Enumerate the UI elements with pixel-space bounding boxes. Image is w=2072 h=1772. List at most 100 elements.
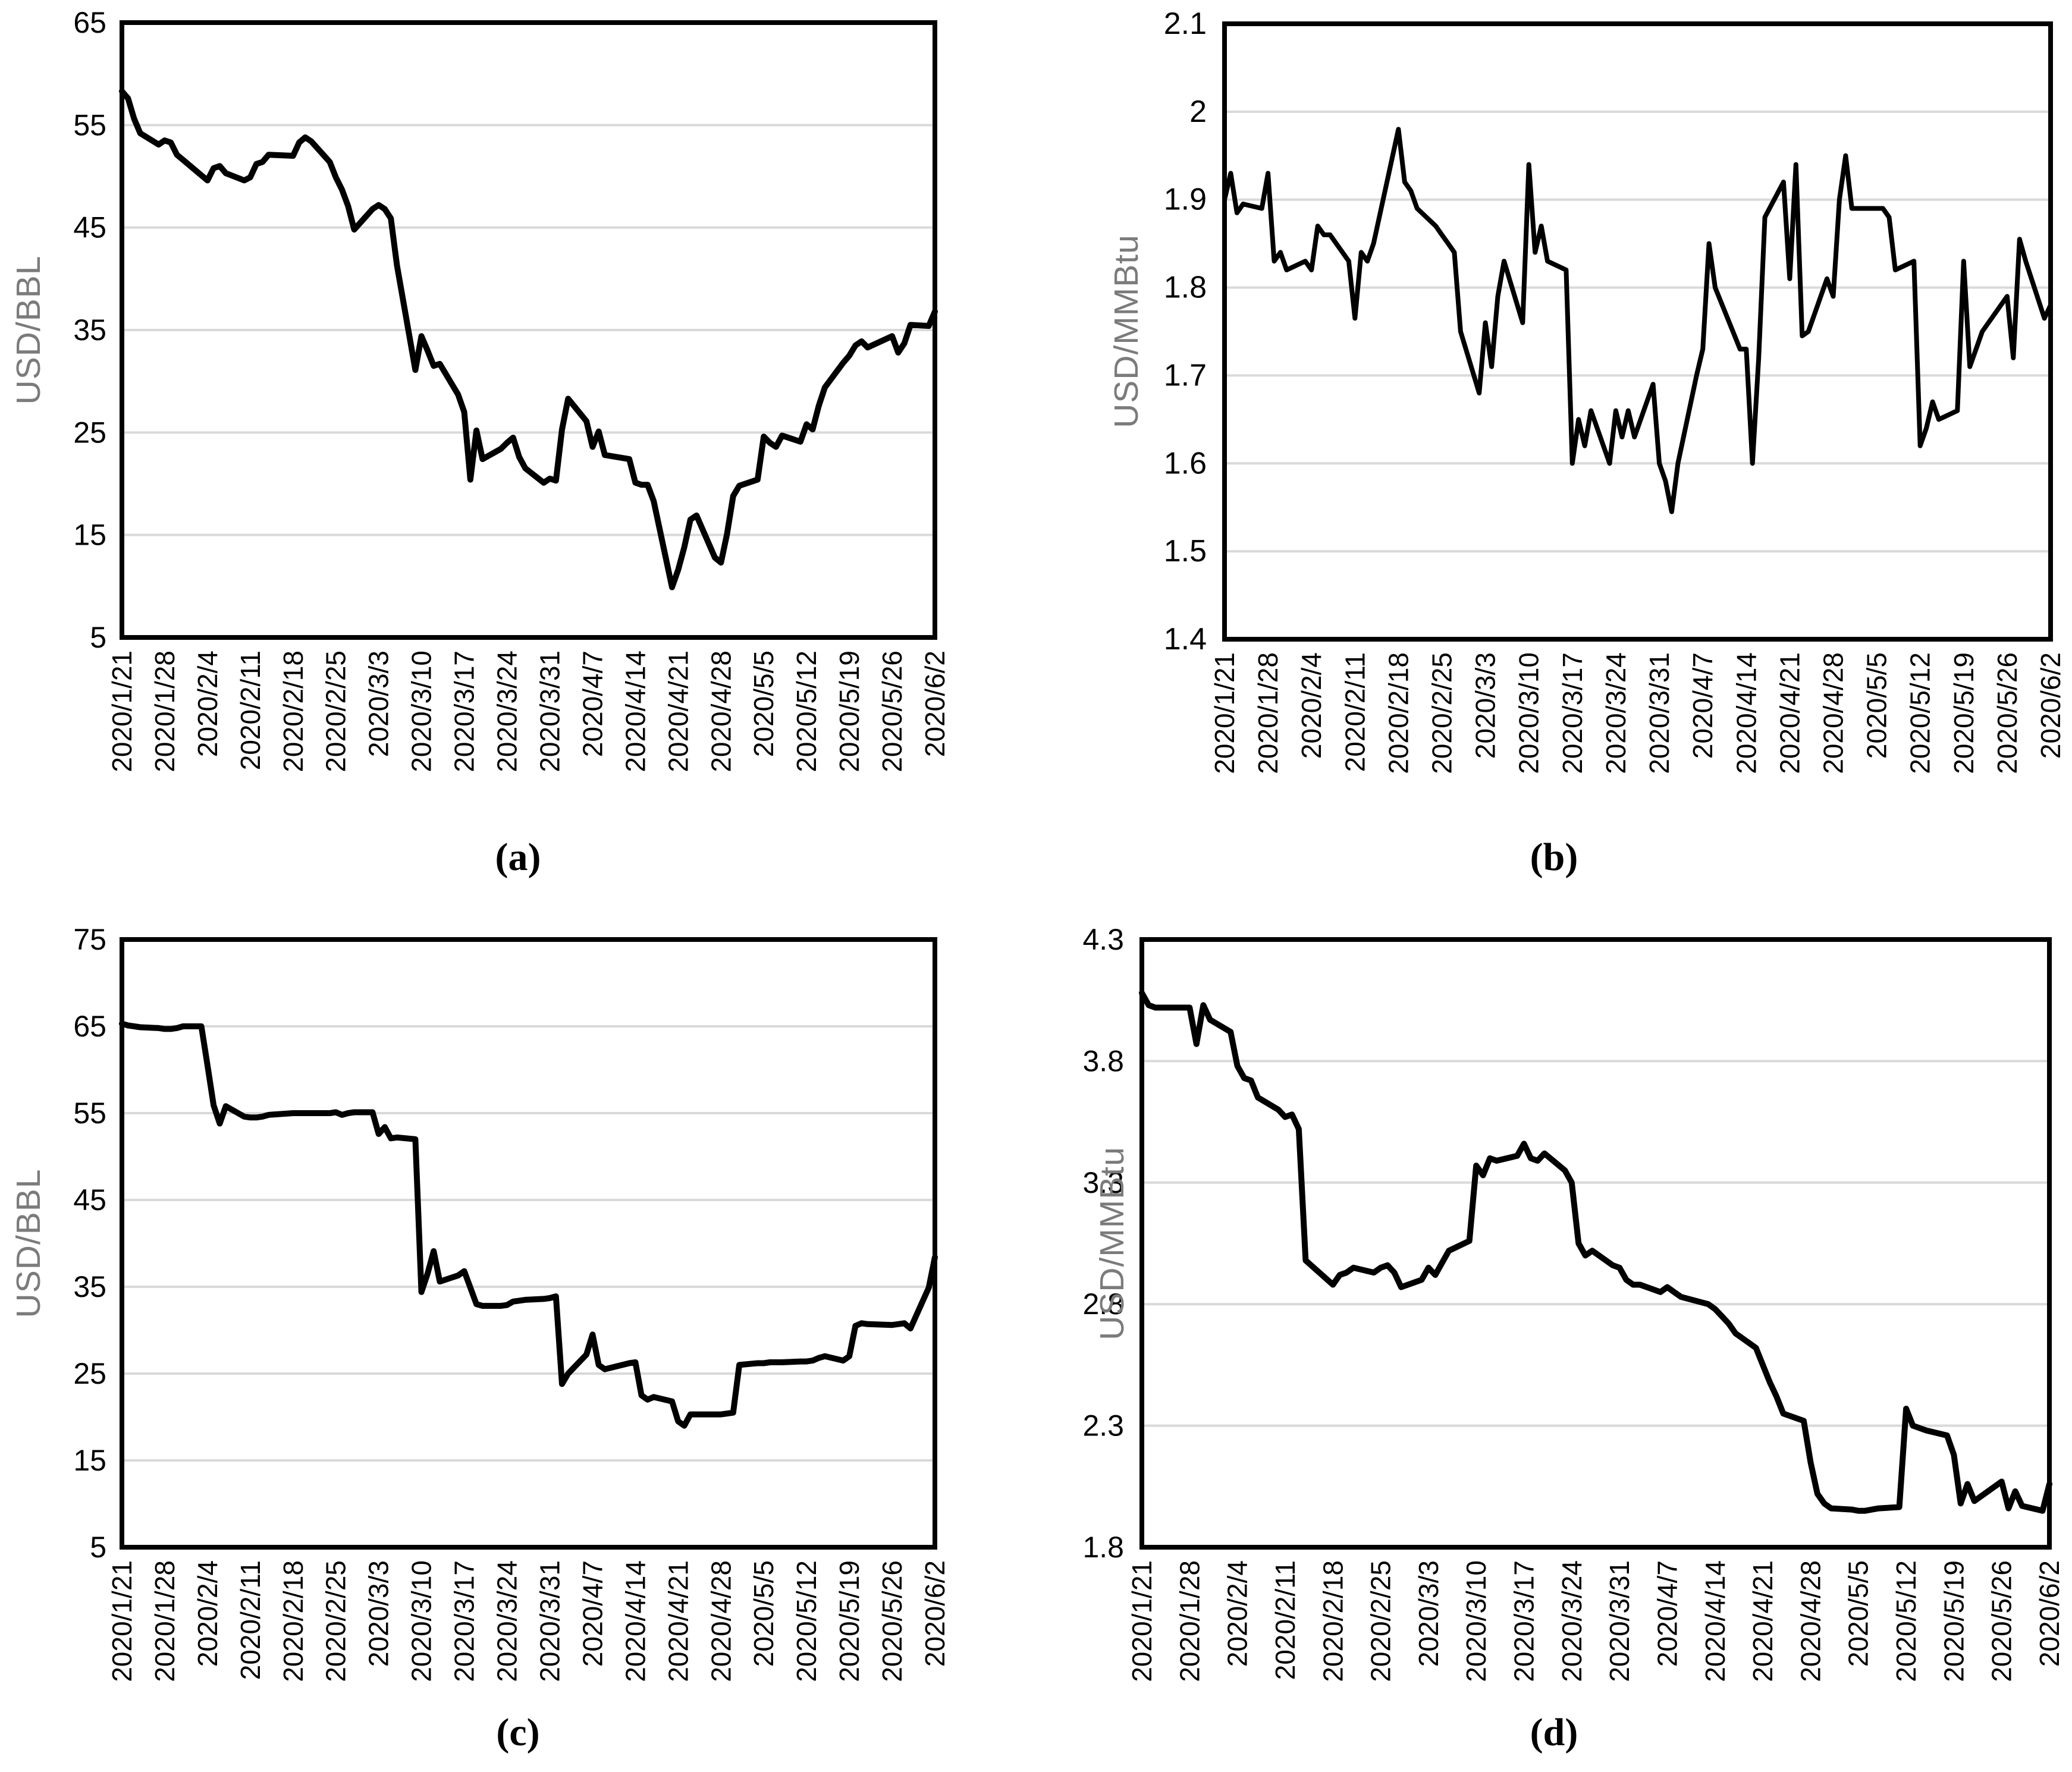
svg-text:2020/3/17: 2020/3/17 bbox=[1557, 652, 1588, 774]
svg-text:2020/1/28: 2020/1/28 bbox=[149, 1560, 180, 1682]
svg-text:65: 65 bbox=[73, 1010, 106, 1043]
y-axis-title-d: USD/MMBtu bbox=[1093, 1146, 1131, 1340]
svg-text:2020/2/18: 2020/2/18 bbox=[1383, 652, 1414, 774]
svg-text:15: 15 bbox=[73, 1444, 106, 1477]
y-axis-title-c: USD/BBL bbox=[10, 1168, 48, 1318]
svg-text:2020/1/28: 2020/1/28 bbox=[149, 651, 180, 772]
svg-text:2020/5/5: 2020/5/5 bbox=[748, 1560, 779, 1667]
svg-text:2.3: 2.3 bbox=[1082, 1409, 1124, 1443]
svg-text:45: 45 bbox=[73, 211, 106, 244]
svg-text:55: 55 bbox=[73, 108, 106, 142]
svg-text:2020/3/3: 2020/3/3 bbox=[1470, 652, 1501, 759]
svg-text:1.8: 1.8 bbox=[1082, 1531, 1124, 1564]
svg-text:2020/5/12: 2020/5/12 bbox=[1891, 1560, 1922, 1682]
svg-text:2020/3/31: 2020/3/31 bbox=[534, 651, 565, 772]
svg-text:2020/4/21: 2020/4/21 bbox=[663, 1560, 693, 1682]
svg-text:65: 65 bbox=[73, 6, 106, 39]
svg-text:2020/5/12: 2020/5/12 bbox=[791, 1560, 822, 1682]
caption-c: (c) bbox=[496, 1711, 540, 1754]
svg-text:2020/4/7: 2020/4/7 bbox=[1652, 1560, 1682, 1667]
svg-text:5: 5 bbox=[90, 621, 106, 654]
svg-text:2020/2/11: 2020/2/11 bbox=[1339, 652, 1370, 772]
chart-panel-c: 5 15 25 35 45 55 65 75 2020/1/21 2020/1/28 2020/2/… bbox=[0, 886, 1036, 1772]
svg-text:1.5: 1.5 bbox=[1164, 534, 1207, 568]
svg-text:2020/6/2: 2020/6/2 bbox=[919, 651, 950, 757]
svg-text:2020/1/28: 2020/1/28 bbox=[1252, 652, 1283, 774]
svg-text:2020/3/3: 2020/3/3 bbox=[1413, 1560, 1444, 1667]
svg-text:2020/5/19: 2020/5/19 bbox=[834, 1560, 865, 1682]
chart-panel-b: 1.4 1.5 1.6 1.7 1.8 1.9 2 2.1 2020/1/21 2020/1/28… bbox=[1036, 0, 2072, 886]
chart-b-line-plot: 1.4 1.5 1.6 1.7 1.8 1.9 2 2.1 2020/1/21 2020/1/28… bbox=[1036, 0, 2072, 886]
svg-text:4.3: 4.3 bbox=[1082, 923, 1124, 956]
svg-text:1.4: 1.4 bbox=[1164, 622, 1207, 656]
chart-c-line-plot: 5 15 25 35 45 55 65 75 2020/1/21 2020/1/28 2020/2/… bbox=[0, 886, 1036, 1772]
svg-text:75: 75 bbox=[73, 923, 106, 956]
svg-text:2020/2/11: 2020/2/11 bbox=[235, 1560, 266, 1680]
svg-text:2020/2/18: 2020/2/18 bbox=[278, 651, 309, 772]
svg-text:2020/2/18: 2020/2/18 bbox=[1317, 1560, 1348, 1682]
svg-text:2020/5/19: 2020/5/19 bbox=[1948, 652, 1979, 774]
chart-panel-d: 1.8 2.3 2.8 3.3 3.8 4.3 2020/1/21 2020/1/28 2020… bbox=[1036, 886, 2072, 1772]
svg-text:2020/2/25: 2020/2/25 bbox=[321, 651, 351, 772]
svg-text:2020/3/3: 2020/3/3 bbox=[363, 651, 394, 757]
svg-text:2020/3/31: 2020/3/31 bbox=[534, 1560, 565, 1682]
svg-text:2020/1/21: 2020/1/21 bbox=[1209, 652, 1240, 774]
svg-text:1.6: 1.6 bbox=[1164, 446, 1207, 480]
svg-text:45: 45 bbox=[73, 1183, 106, 1217]
svg-text:2020/2/4: 2020/2/4 bbox=[1222, 1560, 1253, 1667]
y-axis-title-a: USD/BBL bbox=[10, 255, 48, 405]
svg-text:2.1: 2.1 bbox=[1164, 7, 1207, 41]
svg-text:2: 2 bbox=[1189, 95, 1207, 129]
y-axis-title-b: USD/MMBtu bbox=[1107, 234, 1145, 428]
svg-text:35: 35 bbox=[73, 313, 106, 347]
chart-panel-a: 5 15 25 35 45 55 65 2020/1/21 2020/1/28 2020/2/4 2… bbox=[0, 0, 1036, 886]
svg-text:2020/6/2: 2020/6/2 bbox=[919, 1560, 950, 1667]
svg-text:2020/2/25: 2020/2/25 bbox=[1427, 652, 1458, 774]
svg-text:2020/2/11: 2020/2/11 bbox=[1270, 1560, 1301, 1680]
chart-d-line-plot: 1.8 2.3 2.8 3.3 3.8 4.3 2020/1/21 2020/1/28 2020… bbox=[1036, 886, 2072, 1772]
svg-text:2020/4/14: 2020/4/14 bbox=[1700, 1560, 1731, 1682]
svg-text:2020/2/18: 2020/2/18 bbox=[278, 1560, 309, 1682]
svg-text:2020/3/31: 2020/3/31 bbox=[1604, 1560, 1635, 1682]
svg-text:2020/3/24: 2020/3/24 bbox=[1556, 1560, 1587, 1682]
caption-b: (b) bbox=[1530, 835, 1578, 879]
svg-text:2020/5/5: 2020/5/5 bbox=[1861, 652, 1892, 759]
svg-text:2020/3/10: 2020/3/10 bbox=[406, 1560, 437, 1682]
svg-text:2020/4/21: 2020/4/21 bbox=[1747, 1560, 1778, 1682]
svg-text:35: 35 bbox=[73, 1270, 106, 1303]
svg-text:2020/2/4: 2020/2/4 bbox=[192, 651, 223, 757]
svg-text:3.3: 3.3 bbox=[1082, 1166, 1124, 1199]
svg-text:2020/1/21: 2020/1/21 bbox=[106, 1560, 137, 1682]
svg-text:2020/5/19: 2020/5/19 bbox=[834, 651, 865, 772]
svg-text:2020/3/24: 2020/3/24 bbox=[492, 1560, 523, 1682]
svg-text:2020/3/24: 2020/3/24 bbox=[1600, 652, 1631, 774]
svg-text:2020/4/21: 2020/4/21 bbox=[1774, 652, 1805, 774]
svg-text:2020/3/17: 2020/3/17 bbox=[449, 1560, 480, 1682]
svg-text:3.8: 3.8 bbox=[1082, 1044, 1124, 1077]
svg-text:2020/3/17: 2020/3/17 bbox=[1509, 1560, 1540, 1682]
svg-text:2020/5/26: 2020/5/26 bbox=[1986, 1560, 2017, 1682]
svg-text:2020/2/4: 2020/2/4 bbox=[192, 1560, 223, 1667]
caption-a: (a) bbox=[495, 835, 541, 879]
svg-text:2020/5/12: 2020/5/12 bbox=[791, 651, 822, 772]
svg-text:2020/5/5: 2020/5/5 bbox=[1843, 1560, 1874, 1667]
svg-text:2020/5/26: 2020/5/26 bbox=[877, 1560, 908, 1682]
svg-text:55: 55 bbox=[73, 1096, 106, 1130]
svg-text:2020/3/10: 2020/3/10 bbox=[406, 651, 437, 772]
svg-text:2020/4/7: 2020/4/7 bbox=[577, 1560, 608, 1667]
svg-text:2020/6/2: 2020/6/2 bbox=[2034, 1560, 2065, 1667]
svg-text:2020/1/28: 2020/1/28 bbox=[1174, 1560, 1205, 1682]
svg-text:2020/6/2: 2020/6/2 bbox=[2035, 652, 2066, 759]
svg-text:2020/4/7: 2020/4/7 bbox=[1687, 652, 1718, 759]
svg-text:2020/5/19: 2020/5/19 bbox=[1938, 1560, 1969, 1682]
svg-text:2020/5/12: 2020/5/12 bbox=[1905, 652, 1936, 774]
svg-text:2020/1/21: 2020/1/21 bbox=[1126, 1560, 1157, 1682]
svg-text:2020/5/5: 2020/5/5 bbox=[748, 651, 779, 757]
svg-text:2020/3/3: 2020/3/3 bbox=[363, 1560, 394, 1667]
svg-text:2020/5/26: 2020/5/26 bbox=[877, 651, 908, 772]
svg-text:2020/5/26: 2020/5/26 bbox=[1992, 652, 2023, 774]
svg-text:15: 15 bbox=[73, 519, 106, 552]
svg-text:2020/4/14: 2020/4/14 bbox=[620, 1560, 651, 1682]
svg-text:2020/4/14: 2020/4/14 bbox=[620, 651, 651, 772]
